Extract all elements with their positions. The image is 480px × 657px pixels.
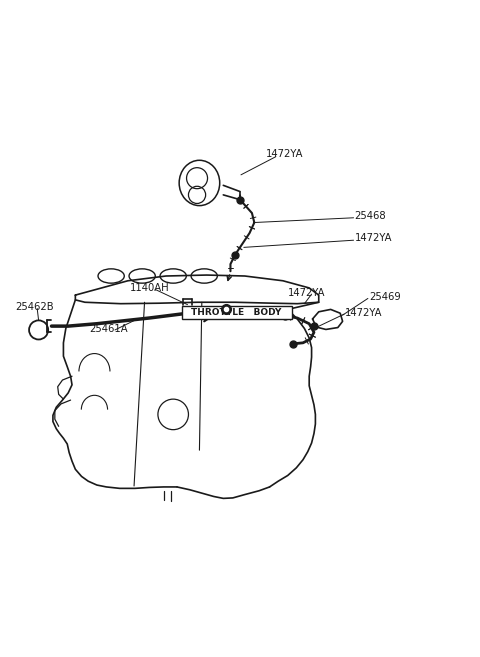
Text: 1472YA: 1472YA — [266, 149, 304, 159]
Bar — [182, 306, 291, 319]
Text: 1472YA: 1472YA — [355, 233, 392, 243]
Text: 1472YA: 1472YA — [345, 308, 383, 318]
Text: THROTTLE   BODY: THROTTLE BODY — [192, 307, 282, 317]
Text: 1140AH: 1140AH — [130, 283, 170, 293]
Text: 25469: 25469 — [369, 292, 401, 302]
Text: 25461A: 25461A — [90, 323, 128, 334]
Text: 25462B: 25462B — [16, 302, 54, 312]
Text: 1472YA: 1472YA — [288, 288, 325, 298]
Text: 25468: 25468 — [355, 212, 386, 221]
